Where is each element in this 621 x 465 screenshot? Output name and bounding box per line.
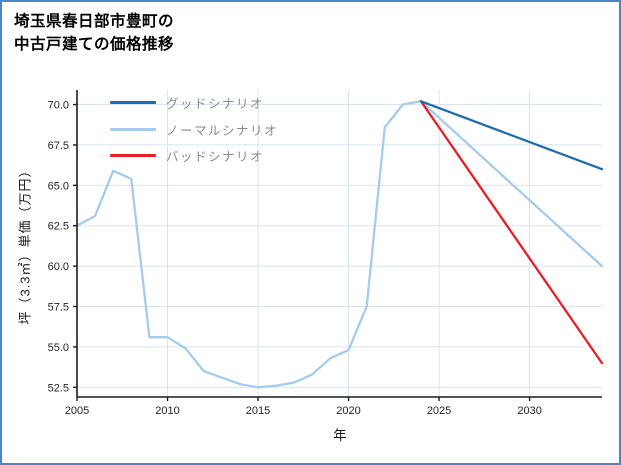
x-tick-label: 2025 xyxy=(427,405,451,417)
y-tick-label: 55.0 xyxy=(48,342,69,354)
x-tick-label: 2020 xyxy=(336,405,360,417)
x-axis-label: 年 xyxy=(333,428,347,443)
series-line xyxy=(419,100,604,171)
x-tick-label: 2030 xyxy=(517,405,541,417)
legend-line-good xyxy=(110,101,156,104)
y-tick-label: 65.0 xyxy=(48,180,69,192)
chart-title-line1: 埼玉県春日部市豊町の xyxy=(14,13,175,30)
legend-line-normal xyxy=(110,127,156,131)
y-tick-label: 57.5 xyxy=(48,302,69,314)
x-tick-label: 2010 xyxy=(155,405,179,417)
chart-title-line2: 中古戸建ての価格推移 xyxy=(14,36,175,54)
y-tick-label: 60.0 xyxy=(48,261,69,273)
legend-label-good: グッドシナリオ xyxy=(166,97,265,111)
x-tick-label: 2005 xyxy=(65,405,89,417)
legend-label-normal: ノーマルシナリオ xyxy=(166,123,279,138)
series-line xyxy=(419,100,604,365)
legend-item-normal: ノーマルシナリオ xyxy=(110,122,279,138)
legend-line-bad xyxy=(110,154,156,157)
y-tick-label: 67.5 xyxy=(48,140,69,152)
legend-label-bad: バッドシナリオ xyxy=(166,150,265,164)
legend-item-good: グッドシナリオ xyxy=(110,95,278,111)
legend-item-bad: バッドシナリオ xyxy=(110,148,278,164)
y-tick-label: 62.5 xyxy=(48,221,69,233)
x-tick-label: 2015 xyxy=(246,405,270,417)
y-axis-label: 坪（3.3㎡）単価（万円） xyxy=(17,163,33,325)
y-tick-label: 70.0 xyxy=(48,100,69,112)
legend: グッドシナリオ ノーマルシナリオ バッドシナリオ xyxy=(110,95,278,175)
series-line xyxy=(75,100,604,389)
y-tick-label: 52.5 xyxy=(48,382,69,394)
chart-title: 埼玉県春日部市豊町の 中古戸建ての価格推移 xyxy=(14,10,174,57)
